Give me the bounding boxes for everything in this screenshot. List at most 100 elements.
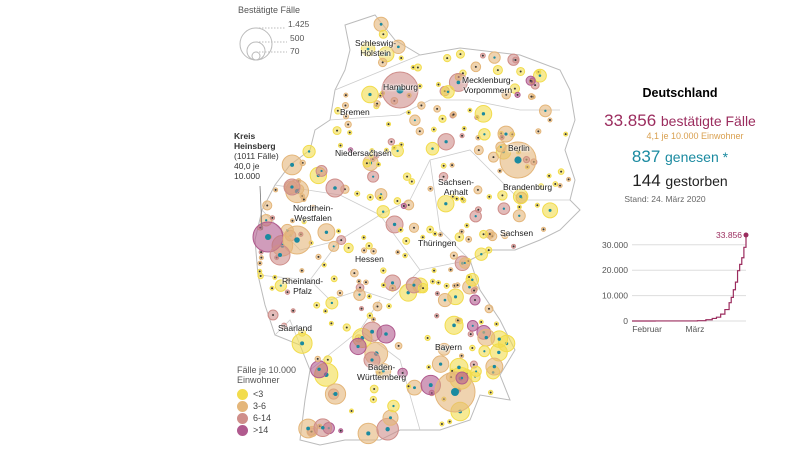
district-dot [400, 57, 403, 60]
district-dot [397, 45, 400, 49]
district-dot [372, 175, 375, 178]
district-dot [373, 387, 376, 390]
rate-color-swatch [237, 388, 248, 400]
district-dot [501, 194, 504, 197]
district-dot [567, 178, 570, 181]
district-dot [339, 144, 342, 147]
district-dot [472, 363, 475, 366]
rate-legend-item: <3 [237, 388, 296, 400]
district-dot [274, 188, 277, 191]
district-dot [444, 202, 448, 206]
district-dot [420, 104, 423, 107]
district-dot [369, 196, 372, 199]
district-dot [456, 284, 459, 287]
district-dot [493, 56, 496, 59]
y-tick-label: 0 [623, 316, 628, 326]
district-dot [401, 371, 404, 374]
district-dot [548, 119, 551, 122]
district-dot [364, 281, 367, 284]
y-tick-label: 20.000 [602, 265, 628, 275]
district-dot [429, 228, 432, 231]
district-dot [451, 164, 454, 167]
district-dot [379, 196, 382, 199]
district-dot [449, 268, 452, 271]
district-dot [382, 284, 385, 287]
district-dot [516, 93, 519, 96]
district-dot [368, 92, 372, 97]
district-dot [442, 348, 446, 351]
district-dot [542, 228, 545, 231]
district-dot [333, 392, 338, 397]
district-dot [382, 33, 385, 36]
end-value-label: 33.856 [716, 230, 742, 240]
district-dot [324, 310, 327, 313]
district-dot [429, 187, 432, 190]
district-dot [460, 376, 464, 380]
rate-legend-item: 6-14 [237, 412, 296, 424]
district-dot [452, 323, 456, 328]
district-dot [432, 128, 435, 131]
district-dot [348, 131, 351, 134]
district-dot [513, 87, 516, 90]
state-label: Bremen [340, 107, 370, 117]
district-dot [260, 251, 263, 254]
recovered-count: 837 [631, 147, 661, 166]
district-dot [497, 350, 501, 355]
confirmed-count: 33.856 [604, 111, 657, 130]
district-dot [514, 59, 517, 62]
x-tick-label: Februar [632, 324, 662, 334]
district-dot [456, 319, 459, 322]
district-dot [407, 111, 410, 114]
district-dot [564, 133, 567, 136]
district-dot [442, 164, 445, 167]
district-dot [283, 324, 286, 327]
district-dot [537, 130, 540, 133]
district-dot [381, 210, 385, 213]
district-dot [286, 279, 289, 282]
state-label: Hessen [355, 254, 384, 264]
state-label: Thüringen [418, 238, 457, 248]
district-dot [306, 426, 310, 431]
district-dot [404, 254, 407, 257]
district-dot [431, 280, 434, 283]
district-dot [518, 214, 521, 217]
state-label: Mecklenburg- Vorpommern [462, 75, 514, 95]
rate-legend-label: <3 [253, 389, 264, 399]
district-dot [473, 289, 476, 292]
district-dot [390, 140, 393, 143]
district-dot [458, 235, 461, 238]
district-dot [366, 431, 371, 436]
state-label: Sachsen- Anhalt [438, 177, 474, 197]
district-dot [384, 52, 388, 56]
district-dot [459, 53, 462, 56]
district-dot [381, 369, 385, 373]
size-legend-value: 70 [290, 46, 300, 56]
district-dot [483, 350, 486, 353]
district-dot [362, 236, 365, 239]
district-dot [259, 275, 262, 278]
district-dot [290, 162, 295, 167]
state-label: Schleswig- Holstein [355, 38, 397, 58]
district-dot [279, 284, 282, 287]
district-dot [300, 269, 303, 272]
district-dot [370, 329, 375, 334]
district-dot [519, 70, 522, 73]
district-dot [418, 130, 421, 133]
rate-legend-label: >14 [253, 425, 269, 435]
district-dot [336, 109, 339, 112]
state-label: Saarland [278, 323, 313, 333]
district-dot [514, 156, 522, 164]
district-dot [413, 386, 416, 390]
district-dot [492, 364, 497, 369]
district-dot [388, 305, 391, 308]
rate-color-swatch [237, 424, 248, 436]
district-dot [439, 233, 442, 236]
district-dot [265, 219, 268, 222]
district-dot [468, 276, 471, 279]
district-dot [390, 281, 395, 285]
district-dot [465, 224, 468, 227]
district-dot [372, 250, 375, 253]
district-dot [358, 293, 361, 296]
district-dot [294, 237, 300, 243]
district-dot [347, 246, 350, 249]
